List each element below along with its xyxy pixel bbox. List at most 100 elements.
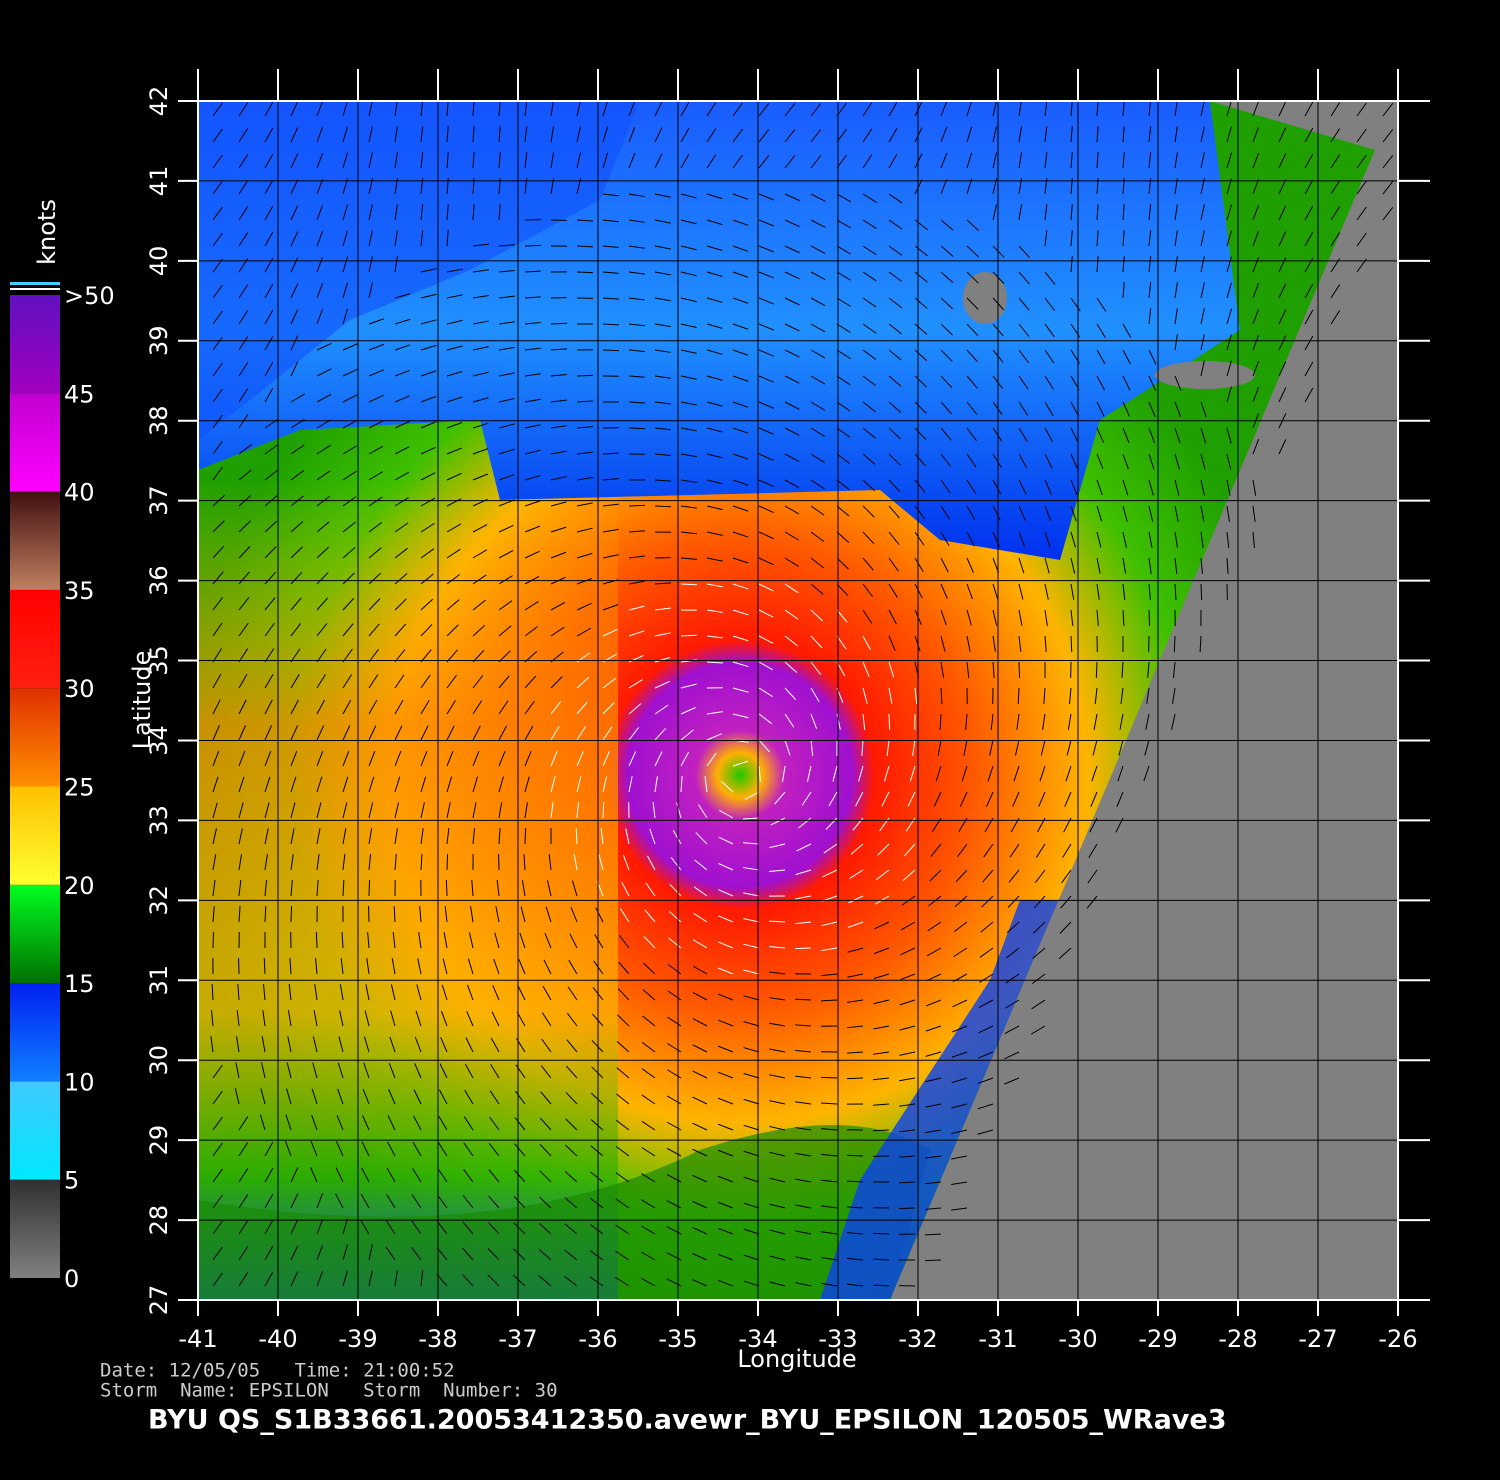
wind-barb — [212, 1246, 223, 1261]
wind-barb — [758, 103, 770, 117]
wind-barb — [264, 1167, 274, 1183]
wind-barb — [263, 957, 266, 975]
wind-barb — [567, 986, 578, 1001]
wind-barb — [1200, 479, 1205, 496]
wind-barb — [238, 1246, 249, 1261]
wind-barb — [238, 622, 249, 637]
wind-barb — [628, 679, 643, 689]
wind-barb — [940, 375, 953, 389]
wind-barb — [602, 751, 610, 767]
wind-barb — [487, 1248, 500, 1261]
info-line: Date: 12/05/05 Time: 21:00:52 — [100, 1360, 455, 1382]
wind-barb — [1174, 256, 1178, 273]
wind-barb — [680, 479, 697, 483]
wind-barb — [368, 547, 382, 559]
wind-barb — [1044, 583, 1049, 600]
wind-barb — [512, 1274, 526, 1287]
wind-barb — [1172, 687, 1176, 704]
wind-barb — [914, 219, 928, 231]
wind-barb — [983, 843, 994, 858]
wind-barb — [368, 256, 373, 273]
wind-barb — [680, 271, 697, 277]
wind-barb — [717, 1019, 734, 1027]
wind-barb — [576, 802, 579, 819]
wind-barb — [1087, 869, 1098, 884]
wind-barb — [862, 297, 877, 308]
wind-barb — [316, 100, 324, 117]
wind-barb — [966, 557, 974, 573]
wind-barb — [238, 128, 249, 143]
colorbar-band — [10, 491, 60, 590]
wind-barb — [822, 869, 838, 878]
wind-barb — [680, 683, 697, 689]
wind-barb — [899, 1077, 916, 1082]
wind-barb — [810, 193, 826, 202]
wind-barb — [238, 232, 249, 247]
wind-barb — [262, 1010, 266, 1027]
wind-barb — [628, 605, 645, 611]
wind-barb — [524, 152, 528, 169]
wind-barb — [418, 932, 422, 949]
wind-barb — [654, 751, 663, 767]
wind-barb — [1200, 282, 1205, 299]
wind-barb — [412, 1141, 422, 1157]
wind-barb — [1226, 204, 1232, 221]
wind-barb — [1200, 126, 1205, 143]
wind-barb — [1031, 999, 1046, 1010]
wind-barb — [1064, 791, 1072, 807]
wind-barb — [795, 1101, 812, 1105]
wind-barb — [1171, 713, 1176, 730]
wind-barb — [888, 349, 902, 361]
wind-barb — [461, 1273, 474, 1287]
wind-barb — [212, 466, 223, 481]
wind-barb — [732, 635, 749, 642]
wind-barb — [1143, 765, 1150, 782]
wind-barb — [576, 726, 586, 741]
wind-barb — [212, 1116, 223, 1131]
wind-barb — [821, 1282, 838, 1287]
wind-barb — [1252, 360, 1260, 377]
wind-barb — [697, 804, 708, 819]
wind-barb — [654, 656, 671, 663]
wind-barb — [290, 231, 299, 247]
wind-barb — [498, 152, 501, 169]
wind-barb — [394, 547, 408, 559]
wind-barb — [576, 627, 592, 637]
wind-barb — [914, 453, 926, 467]
wind-barb — [925, 1025, 942, 1032]
wind-barb — [1096, 453, 1104, 470]
wind-barb — [862, 128, 873, 143]
wind-barb — [1096, 427, 1104, 443]
wind-barb — [316, 546, 330, 559]
wind-barb — [888, 245, 903, 256]
wind-barb — [315, 931, 318, 949]
wind-barb — [855, 791, 864, 807]
wind-barb — [411, 1194, 422, 1209]
wind-barb — [392, 932, 396, 949]
wind-barb — [951, 1077, 968, 1084]
wind-barb — [888, 635, 896, 651]
wind-barb — [1252, 256, 1260, 273]
wind-barb — [1119, 713, 1124, 730]
wind-barb — [795, 1127, 812, 1131]
wind-barb — [642, 989, 656, 1001]
wind-barb — [940, 687, 943, 705]
wind-barb — [316, 256, 324, 273]
wind-barb — [564, 1144, 578, 1157]
wind-barb — [1200, 557, 1203, 574]
wind-barb — [899, 973, 916, 981]
wind-barb — [821, 921, 838, 927]
wind-barb — [212, 1090, 223, 1105]
wind-barb — [602, 677, 616, 689]
y-tick-label: 28 — [145, 1205, 173, 1236]
wind-barb — [1096, 557, 1101, 574]
wind-barb — [925, 1181, 942, 1185]
wind-barb — [641, 1173, 656, 1183]
wind-barb — [472, 599, 486, 611]
x-tick-label: -38 — [418, 1325, 457, 1353]
wind-barb — [1278, 153, 1287, 169]
wind-barb — [914, 323, 928, 335]
wind-barb — [1096, 583, 1100, 600]
wind-barb — [642, 962, 656, 975]
